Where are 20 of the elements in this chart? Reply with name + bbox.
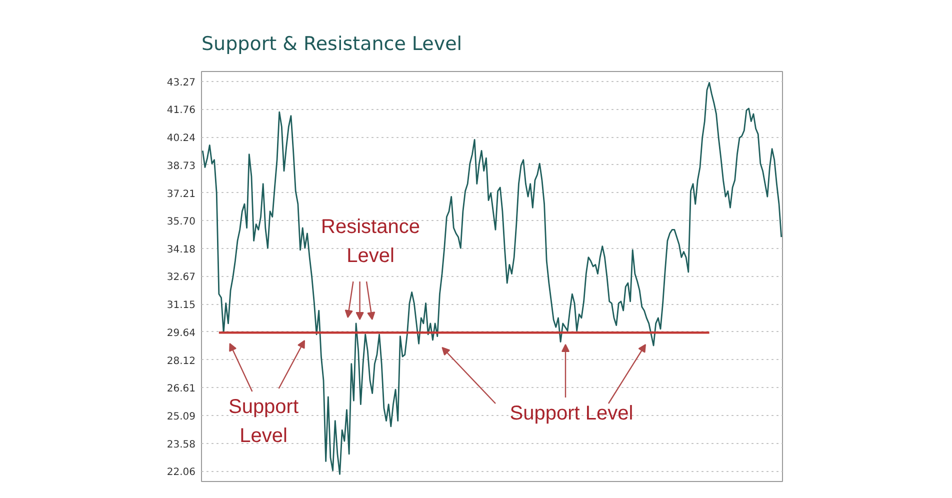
- y-tick-label: 38.73: [166, 160, 196, 172]
- annotation: Support Level: [510, 402, 634, 424]
- y-tick-label: 43.27: [166, 77, 196, 88]
- y-tick-label: 26.61: [166, 384, 196, 395]
- y-tick-label: 25.09: [166, 412, 196, 423]
- y-tick-label: 28.12: [166, 356, 196, 367]
- y-tick-label: 32.67: [166, 272, 196, 284]
- y-tick-label: 41.76: [166, 105, 196, 116]
- y-tick-label: 34.18: [166, 244, 196, 256]
- y-tick-label: 31.15: [166, 300, 196, 312]
- chart-title: Support & Resistance Level: [202, 33, 462, 55]
- y-tick-label: 23.58: [166, 439, 196, 450]
- y-tick-label: 35.70: [166, 216, 196, 228]
- annotation: Support Level: [228, 396, 299, 447]
- annotation: Resistance Level: [321, 216, 420, 267]
- y-tick-label: 22.06: [166, 467, 196, 478]
- y-tick-label: 40.24: [166, 133, 196, 144]
- y-tick-label: 37.21: [166, 188, 196, 200]
- y-tick-label: 29.64: [166, 328, 196, 339]
- line-series: [202, 82, 782, 475]
